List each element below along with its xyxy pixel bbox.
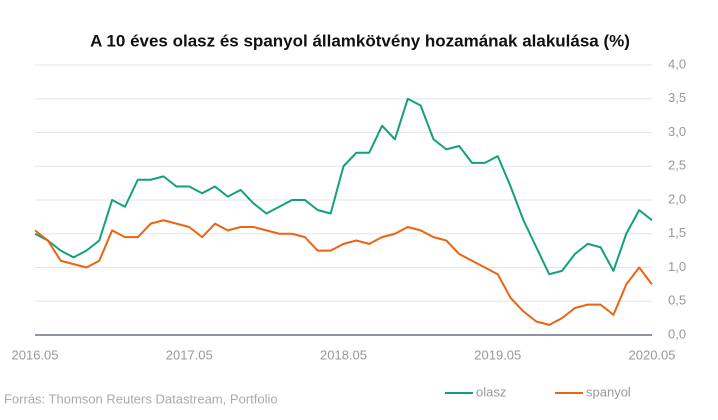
- series-line: [34, 219, 653, 326]
- chart-title: A 10 éves olasz és spanyol államkötvény …: [90, 31, 630, 50]
- x-tick-label: 2020.05: [629, 347, 676, 362]
- x-tick-label: 2018.05: [320, 347, 367, 362]
- x-tick-label: 2016.05: [12, 347, 59, 362]
- y-tick-label: 2,0: [668, 191, 686, 206]
- x-tick-label: 2017.05: [166, 347, 213, 362]
- legend-label: spanyol: [586, 384, 631, 399]
- y-tick-label: 3,5: [668, 90, 686, 105]
- y-tick-label: 3,0: [668, 124, 686, 139]
- y-tick-label: 2,5: [668, 158, 686, 173]
- y-tick-label: 1,0: [668, 259, 686, 274]
- x-tick-label: 2019.05: [474, 347, 521, 362]
- y-tick-label: 1,5: [668, 225, 686, 240]
- y-tick-label: 0,0: [668, 326, 686, 341]
- series-line: [34, 97, 653, 276]
- y-tick-label: 0,5: [668, 293, 686, 308]
- y-tick-label: 4,0: [668, 56, 686, 71]
- legend-label: olasz: [476, 384, 506, 399]
- source: Forrás: Thomson Reuters Datastream, Port…: [4, 391, 278, 406]
